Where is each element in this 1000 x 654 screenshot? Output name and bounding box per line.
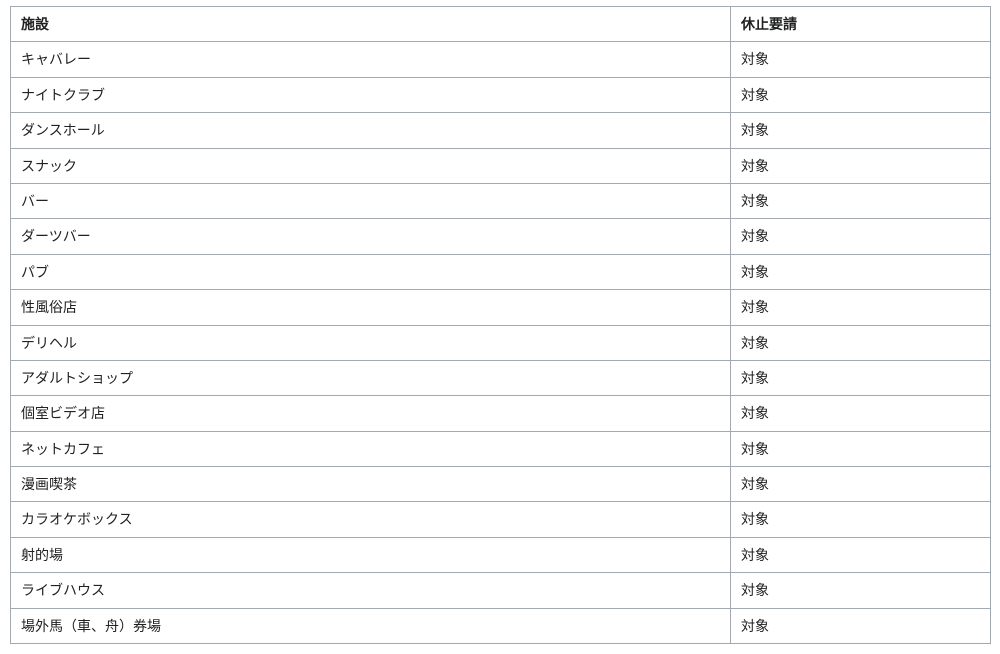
cell-facility: ネットカフェ <box>11 431 731 466</box>
cell-status: 対象 <box>731 573 991 608</box>
cell-facility: ライブハウス <box>11 573 731 608</box>
table-row: 射的場対象 <box>11 537 991 572</box>
cell-facility: ダーツバー <box>11 219 731 254</box>
cell-facility: パブ <box>11 254 731 289</box>
table-row: ダーツバー対象 <box>11 219 991 254</box>
facility-closure-table: 施設 休止要請 キャバレー対象ナイトクラブ対象ダンスホール対象スナック対象バー対… <box>10 6 991 644</box>
cell-status: 対象 <box>731 183 991 218</box>
table-row: アダルトショップ対象 <box>11 360 991 395</box>
cell-status: 対象 <box>731 148 991 183</box>
table-row: デリヘル対象 <box>11 325 991 360</box>
table-row: ライブハウス対象 <box>11 573 991 608</box>
cell-facility: 場外馬（車、舟）券場 <box>11 608 731 643</box>
cell-facility: ダンスホール <box>11 113 731 148</box>
cell-status: 対象 <box>731 537 991 572</box>
cell-facility: カラオケボックス <box>11 502 731 537</box>
cell-status: 対象 <box>731 502 991 537</box>
table-header: 施設 休止要請 <box>11 7 991 42</box>
table-row: カラオケボックス対象 <box>11 502 991 537</box>
cell-status: 対象 <box>731 396 991 431</box>
cell-status: 対象 <box>731 290 991 325</box>
cell-status: 対象 <box>731 608 991 643</box>
table-row: 性風俗店対象 <box>11 290 991 325</box>
cell-status: 対象 <box>731 42 991 77</box>
page-container: 施設 休止要請 キャバレー対象ナイトクラブ対象ダンスホール対象スナック対象バー対… <box>0 0 1000 654</box>
table-row: 個室ビデオ店対象 <box>11 396 991 431</box>
table-row: キャバレー対象 <box>11 42 991 77</box>
cell-status: 対象 <box>731 431 991 466</box>
cell-facility: 射的場 <box>11 537 731 572</box>
cell-status: 対象 <box>731 254 991 289</box>
cell-facility: バー <box>11 183 731 218</box>
table-row: パブ対象 <box>11 254 991 289</box>
cell-status: 対象 <box>731 77 991 112</box>
table-row: ダンスホール対象 <box>11 113 991 148</box>
table-row: ナイトクラブ対象 <box>11 77 991 112</box>
cell-facility: キャバレー <box>11 42 731 77</box>
cell-facility: ナイトクラブ <box>11 77 731 112</box>
cell-facility: 漫画喫茶 <box>11 467 731 502</box>
cell-status: 対象 <box>731 219 991 254</box>
table-header-row: 施設 休止要請 <box>11 7 991 42</box>
cell-facility: アダルトショップ <box>11 360 731 395</box>
table-row: 漫画喫茶対象 <box>11 467 991 502</box>
cell-facility: 性風俗店 <box>11 290 731 325</box>
column-header-status: 休止要請 <box>731 7 991 42</box>
table-row: バー対象 <box>11 183 991 218</box>
cell-status: 対象 <box>731 360 991 395</box>
cell-facility: デリヘル <box>11 325 731 360</box>
cell-status: 対象 <box>731 467 991 502</box>
column-header-facility: 施設 <box>11 7 731 42</box>
cell-facility: 個室ビデオ店 <box>11 396 731 431</box>
table-row: スナック対象 <box>11 148 991 183</box>
table-body: キャバレー対象ナイトクラブ対象ダンスホール対象スナック対象バー対象ダーツバー対象… <box>11 42 991 644</box>
table-row: ネットカフェ対象 <box>11 431 991 466</box>
table-row: 場外馬（車、舟）券場対象 <box>11 608 991 643</box>
cell-status: 対象 <box>731 113 991 148</box>
cell-status: 対象 <box>731 325 991 360</box>
cell-facility: スナック <box>11 148 731 183</box>
